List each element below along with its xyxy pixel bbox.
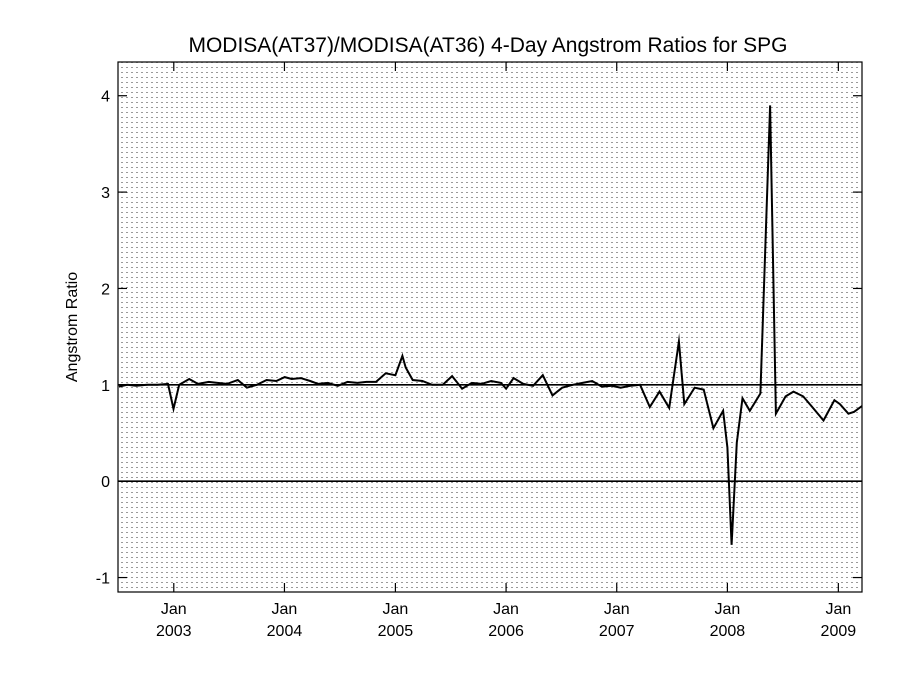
series-layer bbox=[118, 105, 863, 545]
x-tick-label-year: 2009 bbox=[821, 623, 857, 640]
y-tick-label: 1 bbox=[101, 378, 110, 395]
y-tick-label: 2 bbox=[101, 281, 110, 298]
x-tick-label-year: 2008 bbox=[710, 623, 746, 640]
series-line bbox=[118, 105, 863, 545]
x-tick-label-month: Jan bbox=[825, 601, 851, 618]
x-tick-label-month: Jan bbox=[272, 601, 298, 618]
x-axis-ticks: Jan 2003 Jan 2004 Jan 2005 Jan 2006 Jan 2007 Jan 20… bbox=[156, 62, 856, 640]
x-tick-label-year: 2004 bbox=[267, 623, 303, 640]
chart-title: MODISA(AT37)/MODISA(AT36) 4-Day Angstrom… bbox=[188, 34, 787, 57]
y-tick-label: 3 bbox=[101, 185, 110, 202]
x-tick-label-month: Jan bbox=[383, 601, 409, 618]
x-tick-label-month: Jan bbox=[604, 601, 630, 618]
y-axis-label: Angstrom Ratio bbox=[64, 272, 81, 382]
reference-lines bbox=[118, 384, 862, 482]
x-tick-label-year: 2007 bbox=[599, 623, 635, 640]
x-tick-label-year: 2003 bbox=[156, 623, 192, 640]
x-tick-label-year: 2005 bbox=[378, 623, 414, 640]
x-tick-label-month: Jan bbox=[493, 601, 519, 618]
y-tick-label: 0 bbox=[101, 474, 110, 491]
y-tick-label: 4 bbox=[101, 89, 110, 106]
x-tick-label-month: Jan bbox=[714, 601, 740, 618]
plot-frame bbox=[117, 61, 863, 593]
grid-layer bbox=[121, 62, 858, 592]
plot-border bbox=[117, 61, 863, 593]
x-tick-label-month: Jan bbox=[161, 601, 187, 618]
y-tick-label: -1 bbox=[96, 571, 110, 588]
x-tick-label-year: 2006 bbox=[488, 623, 524, 640]
y-axis-ticks: -1 0 1 2 3 4 bbox=[96, 89, 862, 588]
